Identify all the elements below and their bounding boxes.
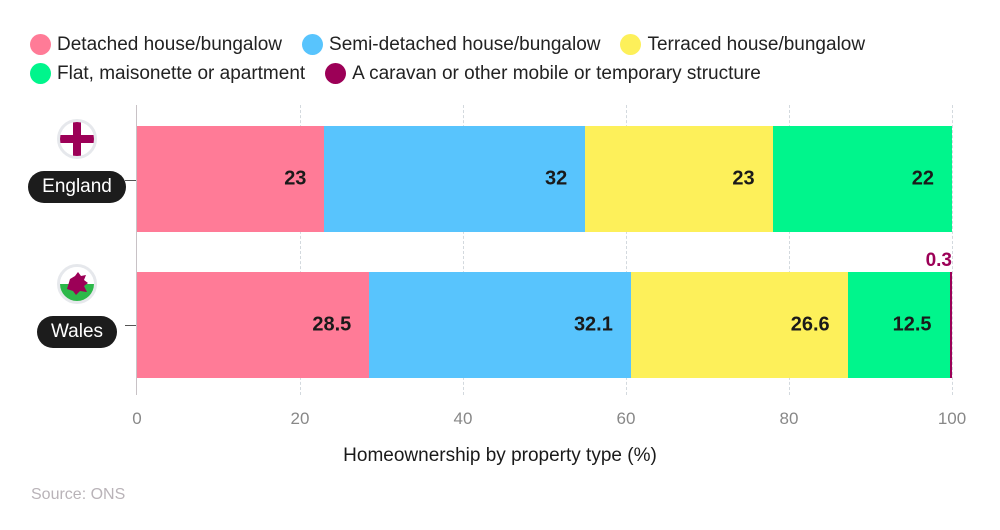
legend-item-flat: Flat, maisonette or apartment xyxy=(30,63,305,85)
row-label-england: England xyxy=(28,119,126,203)
plot-area: 23 32 23 22 28.5 32.1 26.6 12.5 0.3 xyxy=(136,105,953,395)
segment-semi-detached: 32 xyxy=(324,126,586,232)
legend-dot-icon xyxy=(30,34,51,55)
legend-item-caravan: A caravan or other mobile or temporary s… xyxy=(325,63,761,85)
legend-label: Detached house/bungalow xyxy=(57,33,283,55)
x-tick-label: 40 xyxy=(453,409,473,428)
england-flag-icon xyxy=(57,119,97,159)
row-connector xyxy=(125,180,137,181)
value-label-caravan: 0.3 xyxy=(925,250,952,271)
value-label: 32 xyxy=(544,167,568,190)
legend-item-terraced: Terraced house/bungalow xyxy=(620,34,865,56)
legend-item-semi-detached: Semi-detached house/bungalow xyxy=(302,34,600,56)
value-label: 32.1 xyxy=(573,313,613,336)
x-tick-label: 0 xyxy=(132,409,142,428)
legend-label: A caravan or other mobile or temporary s… xyxy=(352,62,761,84)
x-axis-title: Homeownership by property type (%) xyxy=(0,445,1000,467)
bar-england: 23 32 23 22 xyxy=(137,126,952,232)
legend-dot-icon xyxy=(325,63,347,84)
row-label-pill: England xyxy=(28,171,126,203)
legend-row-2: Flat, maisonette or apartment A caravan … xyxy=(30,59,990,88)
legend-label: Terraced house/bungalow xyxy=(647,33,866,55)
segment-terraced: 23 xyxy=(585,126,773,232)
gridline xyxy=(300,105,301,395)
value-label: 26.6 xyxy=(790,313,830,336)
legend-label: Semi-detached house/bungalow xyxy=(329,33,601,55)
row-connector xyxy=(125,325,137,326)
legend-item-detached: Detached house/bungalow xyxy=(30,34,282,56)
legend-dot-icon xyxy=(302,34,324,55)
gridline xyxy=(463,105,464,395)
segment-caravan xyxy=(949,272,952,378)
value-label: 12.5 xyxy=(892,313,932,336)
value-label: 28.5 xyxy=(312,313,352,336)
value-label: 22 xyxy=(911,167,934,190)
chart-legend: Detached house/bungalow Semi-detached ho… xyxy=(30,30,990,88)
x-axis-title-text: Homeownership by property type (%) xyxy=(343,445,657,466)
legend-dot-icon xyxy=(30,63,51,84)
x-tick-label: 80 xyxy=(779,409,799,428)
wales-flag-icon xyxy=(57,264,97,304)
x-tick-label: 20 xyxy=(290,409,310,428)
segment-flat: 22 xyxy=(772,126,952,232)
value-label: 23 xyxy=(284,167,307,190)
gridline xyxy=(952,105,953,395)
x-tick-label: 100 xyxy=(937,409,967,428)
segment-flat: 12.5 xyxy=(847,272,950,378)
bar-wales: 28.5 32.1 26.6 12.5 xyxy=(137,272,952,378)
row-label-pill: Wales xyxy=(36,316,118,348)
source-note: Source: ONS xyxy=(31,486,126,503)
segment-semi-detached: 32.1 xyxy=(369,272,631,378)
gridline xyxy=(789,105,790,395)
x-tick-label: 60 xyxy=(616,409,636,428)
value-label: 23 xyxy=(732,167,755,190)
segment-detached: 28.5 xyxy=(137,272,370,378)
legend-dot-icon xyxy=(620,34,642,55)
segment-terraced: 26.6 xyxy=(630,272,848,378)
y-axis-line xyxy=(136,105,137,395)
legend-label: Flat, maisonette or apartment xyxy=(57,62,306,84)
gridline xyxy=(626,105,627,395)
row-label-wales: Wales xyxy=(29,264,125,348)
legend-row-1: Detached house/bungalow Semi-detached ho… xyxy=(30,30,990,59)
segment-detached: 23 xyxy=(137,126,325,232)
